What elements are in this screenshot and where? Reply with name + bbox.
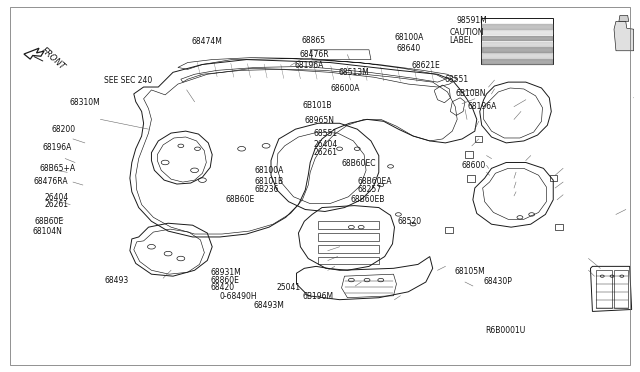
Text: 6B236: 6B236 — [255, 185, 279, 194]
Text: FRONT: FRONT — [40, 46, 67, 72]
Text: 68513M: 68513M — [339, 68, 369, 77]
Text: 68430P: 68430P — [483, 277, 512, 286]
Text: 68476R: 68476R — [300, 49, 330, 58]
Text: 68865: 68865 — [301, 36, 325, 45]
Text: 68600: 68600 — [461, 161, 486, 170]
Text: 26261: 26261 — [44, 200, 68, 209]
Text: 68640: 68640 — [397, 44, 420, 54]
Polygon shape — [614, 21, 634, 51]
Text: 68B60EA: 68B60EA — [358, 177, 392, 186]
Polygon shape — [619, 16, 628, 21]
Text: 68B60EC: 68B60EC — [341, 159, 376, 168]
Text: 68600A: 68600A — [330, 84, 360, 93]
Text: 26404: 26404 — [314, 140, 338, 149]
Bar — [465, 151, 473, 158]
Text: 68474M: 68474M — [191, 38, 222, 46]
Text: 68104N: 68104N — [32, 227, 62, 236]
Text: 68551: 68551 — [314, 129, 338, 138]
Text: 68257: 68257 — [358, 185, 381, 194]
Bar — [550, 175, 557, 181]
Text: 98591M: 98591M — [457, 16, 488, 25]
Text: 68200: 68200 — [52, 125, 76, 134]
Text: 0-68490H: 0-68490H — [220, 292, 257, 301]
Text: 68860E: 68860E — [211, 276, 240, 285]
Text: 68B60E: 68B60E — [35, 217, 64, 226]
Text: 68100A: 68100A — [255, 166, 284, 175]
Text: 68520: 68520 — [397, 217, 421, 226]
Text: 68931M: 68931M — [211, 268, 242, 277]
Text: 6B10BN: 6B10BN — [456, 89, 486, 98]
Text: 68196A: 68196A — [467, 102, 497, 111]
Text: 68551: 68551 — [444, 75, 468, 84]
Text: 6B196M: 6B196M — [303, 292, 333, 301]
Text: LABEL: LABEL — [449, 36, 473, 45]
Text: 26404: 26404 — [44, 193, 68, 202]
Text: 6B101B: 6B101B — [303, 100, 332, 110]
Text: 68310M: 68310M — [69, 98, 100, 107]
Text: 68493M: 68493M — [253, 301, 284, 310]
Text: R6B0001U: R6B0001U — [486, 326, 526, 334]
Text: 68621E: 68621E — [412, 61, 440, 70]
Bar — [556, 224, 563, 230]
Bar — [445, 227, 453, 233]
Text: 68476RA: 68476RA — [34, 177, 68, 186]
Text: 68965N: 68965N — [305, 116, 335, 125]
Text: SEE SEC 240: SEE SEC 240 — [104, 76, 152, 85]
Bar — [467, 175, 475, 182]
Text: 68420: 68420 — [211, 283, 235, 292]
Text: 68105M: 68105M — [454, 267, 485, 276]
Text: 26261: 26261 — [314, 148, 338, 157]
Text: 25041: 25041 — [276, 283, 300, 292]
Text: CAUTION: CAUTION — [449, 28, 484, 37]
Text: 68B60E: 68B60E — [226, 195, 255, 204]
Text: 68100A: 68100A — [394, 33, 424, 42]
Text: 68493: 68493 — [104, 276, 129, 285]
Text: 68B65+A: 68B65+A — [40, 164, 76, 173]
Text: 68196A: 68196A — [295, 61, 324, 70]
Text: 68101B: 68101B — [255, 177, 284, 186]
Text: 68B60EB: 68B60EB — [350, 195, 385, 204]
Text: 68196A: 68196A — [43, 143, 72, 152]
Bar — [475, 136, 482, 142]
Bar — [481, 18, 554, 64]
